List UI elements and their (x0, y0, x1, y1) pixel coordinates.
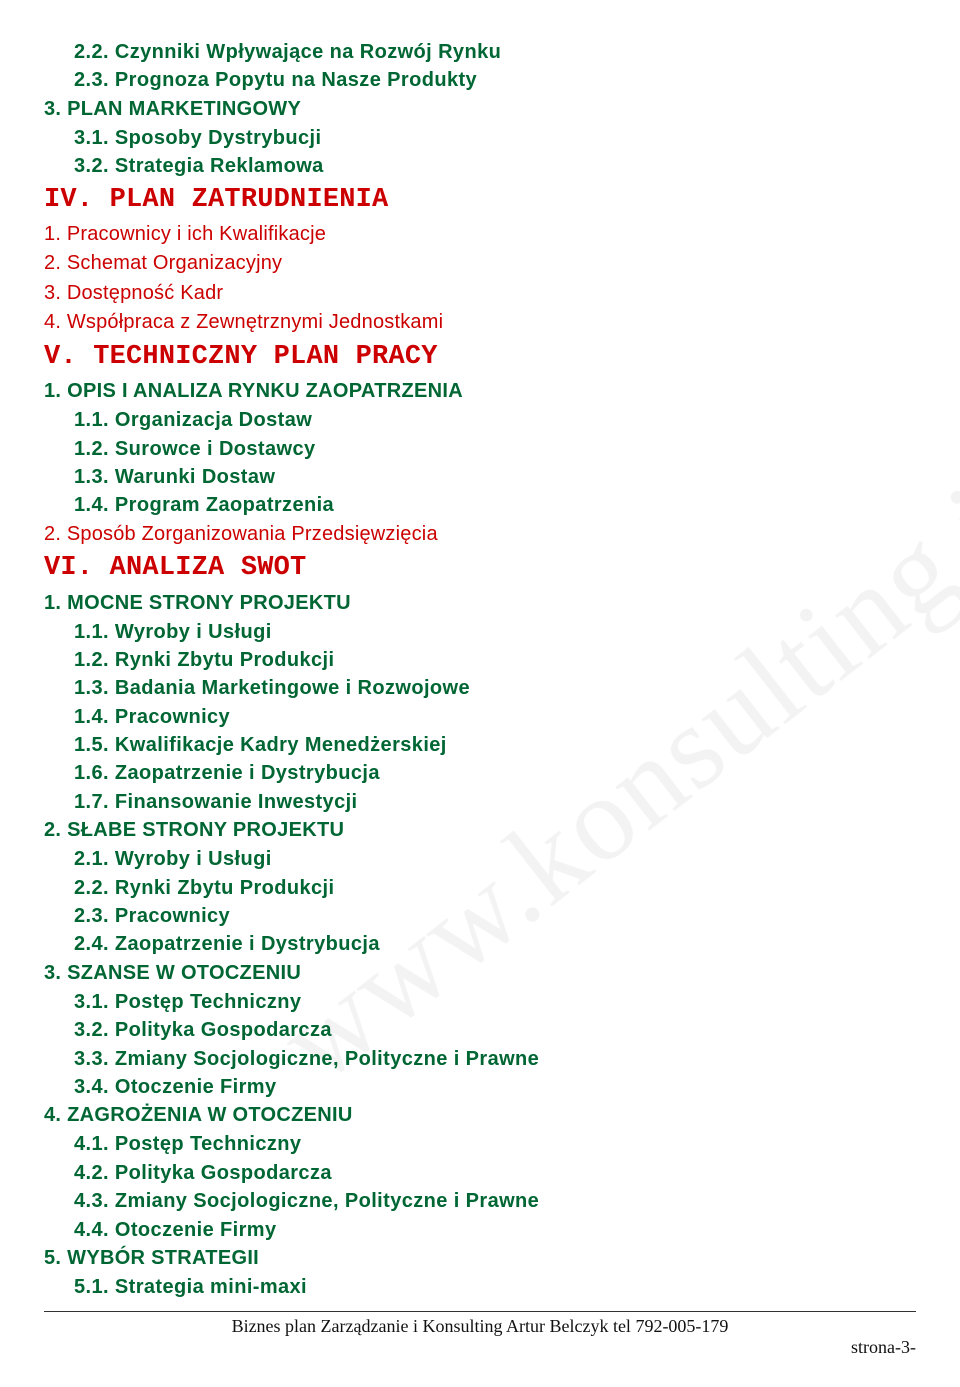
toc-line: 2.3. Pracownicy (44, 902, 916, 930)
toc-line: 3.2. Polityka Gospodarcza (44, 1016, 916, 1044)
toc-line: 4.1. Postęp Techniczny (44, 1130, 916, 1158)
toc-line: 3.2. Strategia Reklamowa (44, 152, 916, 180)
toc-line: 5. WYBÓR STRATEGII (44, 1244, 916, 1273)
toc-line: 2.4. Zaopatrzenie i Dystrybucja (44, 930, 916, 958)
toc-line: 1.7. Finansowanie Inwestycji (44, 788, 916, 816)
toc-line: 1.4. Program Zaopatrzenia (44, 491, 916, 519)
footer-text-line1: Biznes plan Zarządzanie i Konsulting Art… (44, 1316, 916, 1337)
toc-line: 1.1. Wyroby i Usługi (44, 618, 916, 646)
toc-content: 2.2. Czynniki Wpływające na Rozwój Rynku… (44, 38, 916, 1301)
toc-line: 1. OPIS I ANALIZA RYNKU ZAOPATRZENIA (44, 377, 916, 406)
toc-line: 1.3. Badania Marketingowe i Rozwojowe (44, 674, 916, 702)
toc-line: 3. Dostępność Kadr (44, 279, 916, 309)
toc-line: 4. ZAGROŻENIA W OTOCZENIU (44, 1101, 916, 1130)
toc-line: 3. PLAN MARKETINGOWY (44, 95, 916, 124)
toc-line: 2.2. Rynki Zbytu Produkcji (44, 874, 916, 902)
toc-line: 3.3. Zmiany Socjologiczne, Polityczne i … (44, 1045, 916, 1073)
toc-line: 1.2. Rynki Zbytu Produkcji (44, 646, 916, 674)
toc-line: 1.5. Kwalifikacje Kadry Menedżerskiej (44, 731, 916, 759)
toc-line: VI. ANALIZA SWOT (44, 549, 916, 588)
toc-line: V. TECHNICZNY PLAN PRACY (44, 338, 916, 377)
toc-line: 4.4. Otoczenie Firmy (44, 1216, 916, 1244)
toc-line: 1. MOCNE STRONY PROJEKTU (44, 589, 916, 618)
toc-line: 1.4. Pracownicy (44, 703, 916, 731)
toc-line: 1.3. Warunki Dostaw (44, 463, 916, 491)
toc-line: 1.2. Surowce i Dostawcy (44, 435, 916, 463)
toc-line: 3. SZANSE W OTOCZENIU (44, 959, 916, 988)
toc-line: 1. Pracownicy i ich Kwalifikacje (44, 220, 916, 250)
toc-line: 2.1. Wyroby i Usługi (44, 845, 916, 873)
toc-line: 1.1. Organizacja Dostaw (44, 406, 916, 434)
toc-line: 3.4. Otoczenie Firmy (44, 1073, 916, 1101)
toc-line: 2. SŁABE STRONY PROJEKTU (44, 816, 916, 845)
toc-line: 4.3. Zmiany Socjologiczne, Polityczne i … (44, 1187, 916, 1215)
toc-line: 2.2. Czynniki Wpływające na Rozwój Rynku (44, 38, 916, 66)
toc-line: 4.2. Polityka Gospodarcza (44, 1159, 916, 1187)
toc-line: 5.1. Strategia mini-maxi (44, 1273, 916, 1301)
toc-line: 1.6. Zaopatrzenie i Dystrybucja (44, 759, 916, 787)
toc-line: 3.1. Sposoby Dystrybucji (44, 124, 916, 152)
toc-line: 3.1. Postęp Techniczny (44, 988, 916, 1016)
toc-line: 2. Schemat Organizacyjny (44, 249, 916, 279)
footer-page-number: strona-3- (44, 1337, 916, 1358)
toc-line: 4. Współpraca z Zewnętrznymi Jednostkami (44, 308, 916, 338)
toc-line: IV. PLAN ZATRUDNIENIA (44, 181, 916, 220)
toc-line: 2. Sposób Zorganizowania Przedsięwzięcia (44, 520, 916, 550)
toc-line: 2.3. Prognoza Popytu na Nasze Produkty (44, 66, 916, 94)
page-footer: Biznes plan Zarządzanie i Konsulting Art… (44, 1311, 916, 1358)
footer-divider (44, 1311, 916, 1312)
